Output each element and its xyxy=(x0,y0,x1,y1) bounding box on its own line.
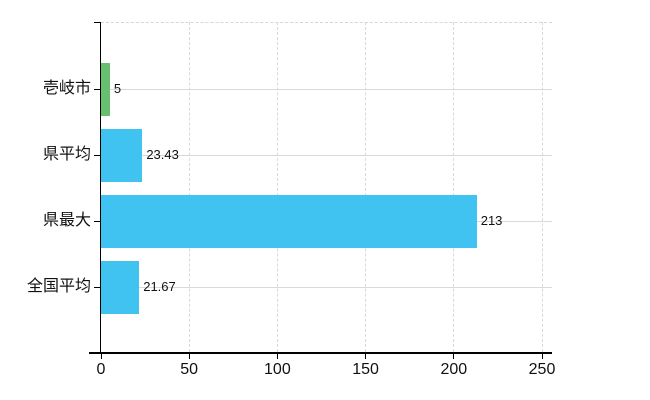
x-tick-label: 100 xyxy=(264,361,291,378)
gridline-vertical xyxy=(276,22,278,352)
gridline-horizontal xyxy=(101,154,552,156)
x-axis xyxy=(89,352,552,354)
gridline-vertical xyxy=(541,22,543,352)
category-label: 全国平均 xyxy=(26,278,91,295)
y-tick xyxy=(94,88,100,90)
plot-top-border xyxy=(101,21,552,23)
bar-value-label: 23.43 xyxy=(146,147,179,162)
bar-value-label: 5 xyxy=(113,81,122,96)
x-tick xyxy=(100,353,102,359)
category-label: 県最大 xyxy=(42,212,91,229)
bar-value-label: 21.67 xyxy=(143,279,176,294)
x-tick xyxy=(541,353,543,359)
x-tick-label: 200 xyxy=(440,361,468,378)
y-tick xyxy=(94,154,100,156)
y-tick xyxy=(94,220,100,222)
y-tick xyxy=(94,286,100,288)
gridline-horizontal xyxy=(101,286,552,288)
x-tick xyxy=(276,353,278,359)
bar xyxy=(101,128,143,182)
gridline-vertical xyxy=(188,22,190,352)
x-tick-label: 150 xyxy=(352,361,379,378)
gridline-vertical xyxy=(453,22,455,352)
y-axis xyxy=(99,22,101,354)
y-tick xyxy=(94,21,100,23)
gridline-vertical xyxy=(365,22,367,352)
category-label: 県平均 xyxy=(42,146,91,163)
bar xyxy=(101,194,477,248)
gridline-horizontal xyxy=(101,88,552,90)
category-label: 壱岐市 xyxy=(42,80,91,97)
x-tick-label: 50 xyxy=(180,361,199,378)
x-tick-label: 250 xyxy=(528,361,556,378)
x-tick-label: 0 xyxy=(96,361,106,378)
x-tick xyxy=(453,353,455,359)
bar xyxy=(101,260,140,314)
bar-value-label: 213 xyxy=(480,213,503,228)
x-tick xyxy=(188,353,190,359)
x-tick xyxy=(365,353,367,359)
bar xyxy=(101,62,110,116)
